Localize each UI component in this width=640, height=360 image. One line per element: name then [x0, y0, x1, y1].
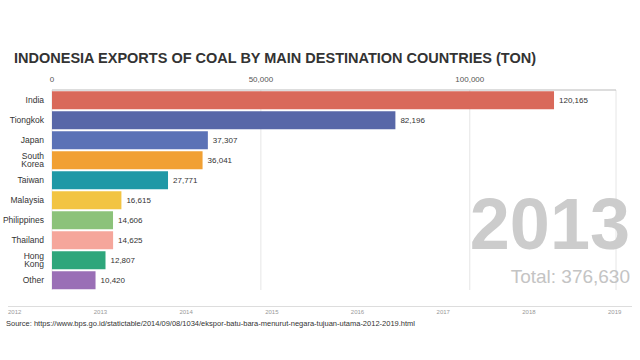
svg-text:100,000: 100,000	[455, 75, 484, 84]
svg-text:37,307: 37,307	[213, 136, 238, 145]
html-text:2015: 2015	[265, 309, 279, 315]
svg-text:India: India	[26, 95, 45, 105]
html-text:2014: 2014	[179, 309, 193, 315]
svg-text:50,000: 50,000	[249, 75, 274, 84]
html-text:2018: 2018	[522, 309, 536, 315]
svg-text:120,165: 120,165	[559, 96, 588, 105]
svg-text:10,420: 10,420	[101, 276, 126, 285]
svg-text:36,041: 36,041	[208, 156, 233, 165]
svg-text:14,606: 14,606	[118, 216, 143, 225]
svg-text:82,196: 82,196	[400, 116, 425, 125]
svg-text:Philippines: Philippines	[8, 215, 44, 225]
html-text:Total: 376,630: Total: 376,630	[510, 266, 630, 287]
html-text:2019: 2019	[608, 309, 622, 315]
svg-text:Thailand: Thailand	[11, 235, 44, 245]
svg-text:16,615: 16,615	[126, 196, 151, 205]
html-text:2012: 2012	[8, 309, 22, 315]
svg-text:0: 0	[50, 75, 55, 84]
svg-text:27,771: 27,771	[173, 176, 198, 185]
svg-text:Tiongkok: Tiongkok	[10, 115, 45, 125]
html-text:2013: 2013	[469, 184, 630, 264]
html-text:Source: https://www.bps.go.id/: Source: https://www.bps.go.id/statictabl…	[6, 319, 415, 328]
svg-text:14,625: 14,625	[118, 236, 143, 245]
svg-text:SouthKorea: SouthKorea	[21, 151, 44, 170]
html-text:2017: 2017	[436, 309, 450, 315]
html-text:2013: 2013	[93, 309, 108, 315]
svg-text:12,807: 12,807	[111, 256, 136, 265]
svg-text:Japan: Japan	[21, 135, 44, 145]
html-text:INDONESIA EXPORTS OF COAL BY M: INDONESIA EXPORTS OF COAL BY MAIN DESTIN…	[14, 50, 536, 66]
svg-text:Malaysia: Malaysia	[10, 195, 44, 205]
svg-text:Other: Other	[23, 275, 44, 285]
svg-text:Taiwan: Taiwan	[18, 175, 45, 185]
html-text:2016: 2016	[350, 309, 365, 315]
svg-text:HongKong: HongKong	[24, 251, 45, 270]
